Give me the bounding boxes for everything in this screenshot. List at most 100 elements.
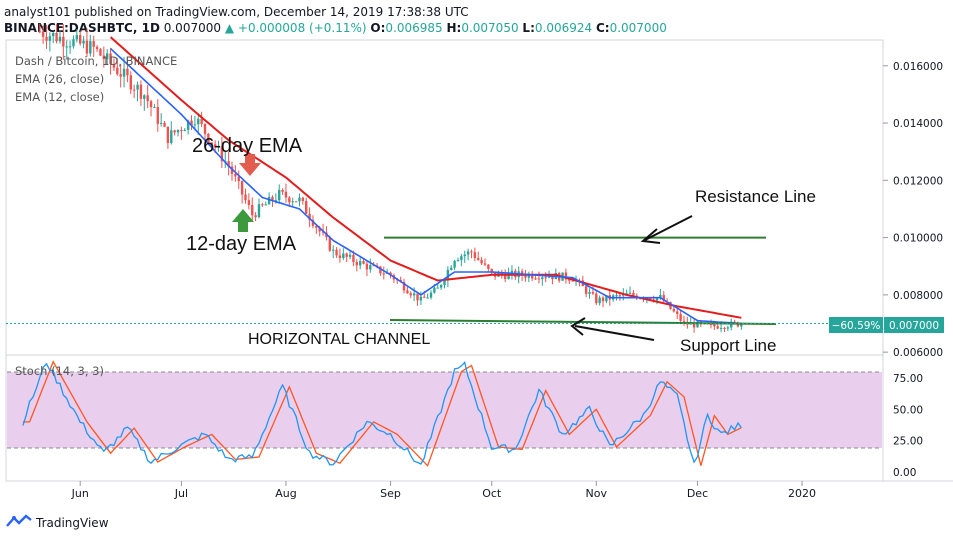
candle-body: [112, 63, 116, 68]
candle-body: [362, 261, 365, 264]
candle-body: [38, 31, 41, 33]
candle-body: [655, 297, 659, 301]
candle-body: [247, 200, 251, 205]
candle-body: [436, 287, 439, 289]
candle-body: [547, 276, 551, 278]
candle-body: [713, 323, 716, 327]
candle-body: [251, 204, 254, 216]
candle-body: [136, 84, 139, 90]
resistance-label: Resistance Line: [695, 187, 816, 206]
candle-body: [379, 266, 382, 274]
candle-body: [733, 321, 736, 323]
candle-body: [409, 293, 412, 296]
candle-body: [68, 46, 72, 48]
candle-body: [261, 204, 264, 206]
candle-body: [220, 146, 224, 162]
time-tick-label: Aug: [275, 487, 296, 500]
candle-body: [210, 142, 213, 145]
open-value: 0.006985: [385, 21, 443, 35]
candle-body: [487, 264, 490, 269]
candle-body: [186, 120, 190, 130]
candle-body: [412, 293, 416, 296]
candle-body: [446, 269, 450, 281]
candle-body: [456, 260, 460, 262]
candle-body: [122, 68, 126, 77]
candle-body: [230, 166, 234, 174]
candle-body: [453, 260, 456, 268]
candle-body: [264, 204, 267, 206]
candle-body: [426, 297, 429, 299]
candle-body: [156, 107, 159, 124]
price-axis[interactable]: 0.016000 0.014000 0.012000 0.010000 0.008000…: [883, 61, 943, 359]
candle-body: [598, 297, 601, 304]
candle-body: [443, 280, 446, 285]
candle-body: [490, 268, 493, 273]
candle-body: [45, 36, 48, 41]
candle-body: [190, 120, 193, 126]
ema12-up-arrow-icon: [232, 209, 254, 232]
candle-body: [75, 35, 79, 40]
candle-body: [419, 296, 423, 301]
stoch-axis: 75.00 50.00 25.00 0.00: [893, 373, 923, 479]
candle-body: [173, 130, 176, 133]
candle-body: [72, 39, 75, 47]
candle-body: [541, 277, 544, 280]
candle-body: [531, 274, 534, 279]
candle-body: [254, 215, 257, 218]
candle-body: [82, 40, 85, 44]
chart-header: analyst101 published on TradingView.com,…: [4, 4, 667, 36]
ema26-annotation: 26-day EMA: [192, 135, 303, 157]
candle-body: [358, 261, 362, 266]
candle-body: [507, 273, 510, 280]
candle-body: [301, 197, 305, 202]
candle-body: [723, 327, 726, 329]
candle-body: [331, 249, 335, 251]
candle-body: [382, 273, 385, 275]
candle-body: [193, 124, 197, 126]
time-tick-label: Jun: [71, 487, 89, 500]
candle-body: [237, 176, 240, 182]
tradingview-logo-icon: [6, 514, 32, 531]
candle-body: [55, 33, 58, 42]
candle-body: [92, 41, 95, 47]
candle-body: [504, 274, 507, 280]
candle-body: [527, 274, 531, 278]
candle-body: [116, 67, 119, 75]
candle-body: [679, 314, 682, 321]
candle-body: [716, 326, 719, 329]
candle-body: [139, 84, 143, 99]
time-tick-label: Sep: [380, 487, 401, 500]
candle-body: [129, 75, 133, 90]
candle-body: [274, 200, 278, 202]
brand-name: TradingView: [36, 515, 109, 530]
up-triangle-icon: ▲: [224, 21, 235, 35]
candle-body: [659, 295, 662, 298]
candle-body: [109, 53, 112, 64]
time-tick-label: Dec: [687, 487, 708, 500]
candle-body: [234, 173, 237, 177]
price-tick-label: 0.016000: [893, 61, 943, 73]
candle-body: [618, 295, 622, 297]
candle-body: [348, 254, 352, 257]
candle-body: [588, 291, 591, 294]
candle-body: [470, 251, 473, 253]
candle-body: [463, 254, 466, 257]
candle-body: [197, 118, 200, 125]
candle-body: [369, 265, 372, 270]
time-axis[interactable]: Jun Jul Aug Sep Oct Nov Dec 2020: [71, 481, 816, 500]
candle-body: [423, 296, 426, 298]
candle-body: [510, 270, 514, 274]
candle-body: [281, 189, 284, 192]
candle-body: [338, 255, 342, 258]
candle-body: [584, 286, 588, 294]
candle-body: [355, 262, 358, 266]
candle-body: [217, 146, 220, 148]
candle-body: [102, 55, 106, 60]
legend-ema26: EMA (26, close): [15, 72, 105, 86]
candle-body: [166, 126, 170, 144]
footer-brand[interactable]: TradingView: [6, 514, 109, 531]
price-tick-label: 0.012000: [893, 175, 943, 187]
change-badge-text: −60.59%: [832, 320, 881, 332]
candle-body: [591, 291, 595, 294]
